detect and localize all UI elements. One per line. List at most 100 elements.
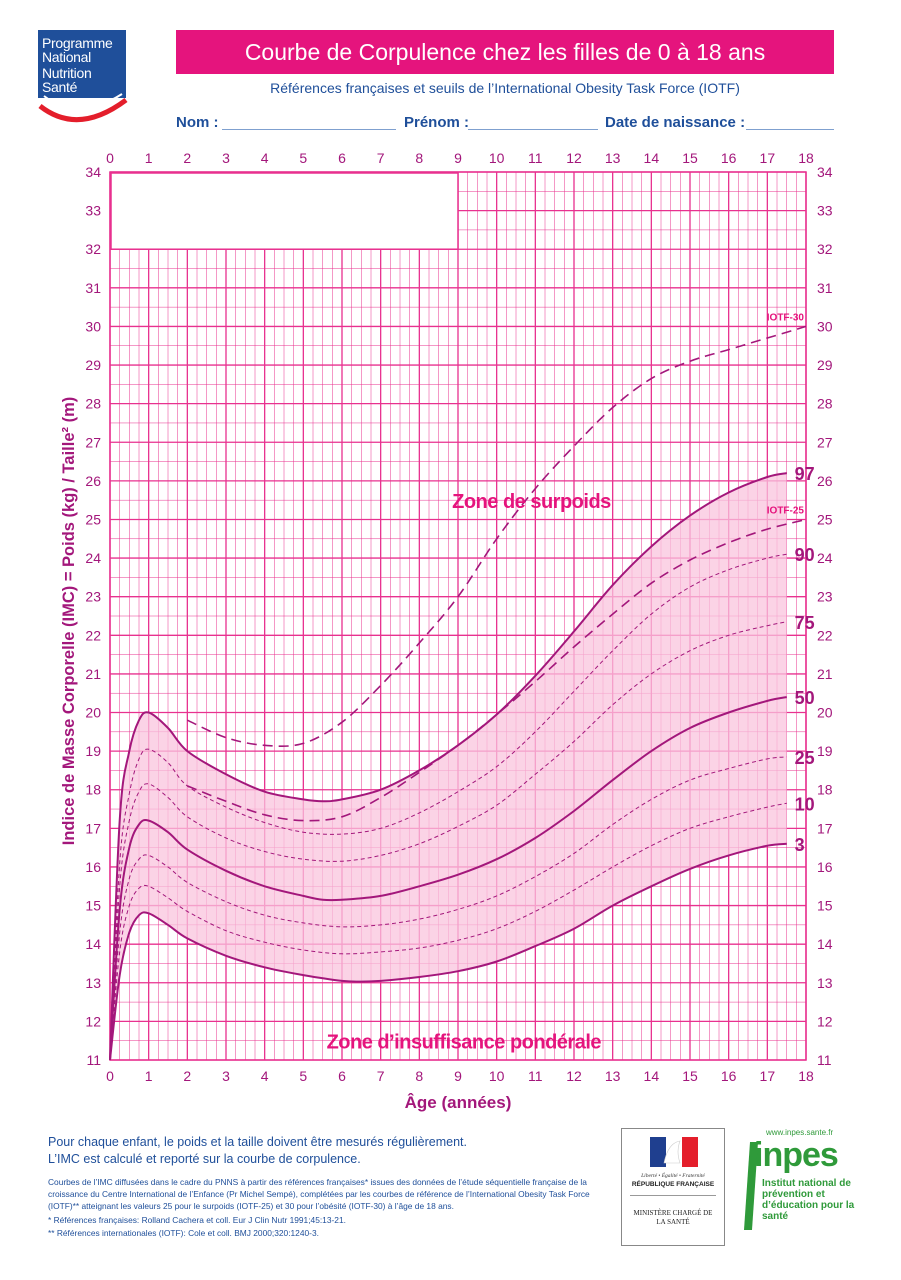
inpes-tagline: Institut national de prévention et d’édu… [762, 1178, 855, 1222]
footer-ref-international: ** Références internationales (IOTF): Co… [48, 1228, 319, 1238]
y-tick-label-left: 28 [85, 396, 101, 412]
x-tick-label-top: 18 [798, 150, 814, 166]
x-tick-label-bottom: 7 [377, 1068, 385, 1084]
x-tick-label-bottom: 12 [566, 1068, 582, 1084]
series-label-90: 90 [795, 545, 815, 565]
x-tick-label-bottom: 8 [415, 1068, 423, 1084]
prenom-field[interactable] [468, 129, 598, 130]
x-tick-label-top: 2 [183, 150, 191, 166]
x-tick-label-top: 11 [528, 150, 543, 166]
nom-field[interactable] [222, 129, 396, 130]
y-tick-label-left: 21 [85, 666, 101, 682]
series-line-97 [109, 472, 787, 1061]
x-tick-label-top: 0 [106, 150, 114, 166]
y-tick-label-right: 24 [817, 550, 833, 566]
series-line-3 [109, 842, 787, 1061]
x-tick-label-top: 13 [605, 150, 621, 166]
footer-line-2: L’IMC est calculé et reporté sur la cour… [48, 1152, 361, 1166]
y-tick-label-right: 23 [817, 589, 833, 605]
y-tick-label-right: 29 [817, 357, 833, 373]
y-tick-label-right: 17 [817, 820, 833, 836]
date-naissance-field[interactable] [746, 129, 834, 130]
inpes-url: www.inpes.sante.fr [766, 1128, 834, 1137]
y-tick-label-right: 11 [817, 1052, 832, 1068]
x-tick-label-bottom: 0 [106, 1068, 114, 1084]
y-tick-label-left: 13 [85, 975, 101, 991]
y-tick-label-left: 11 [86, 1052, 101, 1068]
x-tick-label-bottom: 9 [454, 1068, 462, 1084]
footer-line-1: Pour chaque enfant, le poids et la taill… [48, 1135, 467, 1149]
x-tick-label-bottom: 10 [489, 1068, 505, 1084]
y-tick-label-left: 29 [85, 357, 101, 373]
x-tick-label-bottom: 4 [261, 1068, 269, 1084]
x-tick-label-top: 9 [454, 150, 462, 166]
zone-surpoids-label: Zone de surpoids [452, 491, 611, 513]
y-tick-label-left: 14 [85, 936, 101, 952]
x-tick-label-top: 17 [760, 150, 776, 166]
tick-labels: 0011223344556677889910101111121213131414… [85, 150, 832, 1084]
y-tick-label-right: 15 [817, 898, 833, 914]
y-tick-label-left: 32 [85, 241, 101, 257]
x-tick-label-bottom: 11 [528, 1068, 543, 1084]
x-tick-label-top: 4 [261, 150, 269, 166]
y-tick-label-right: 14 [817, 936, 833, 952]
y-axis-title: Indice de Masse Corporelle (IMC) = Poids… [60, 397, 78, 845]
y-tick-label-left: 31 [85, 280, 101, 296]
x-tick-label-bottom: 6 [338, 1068, 346, 1084]
y-tick-label-left: 23 [85, 589, 101, 605]
y-tick-label-left: 22 [85, 627, 101, 643]
footer-source-note: Courbes de l’IMC diffusées dans le cadre… [48, 1177, 590, 1211]
series-label-iotf-30: IOTF-30 [767, 312, 805, 323]
logo-line: Santé [42, 79, 78, 95]
y-tick-label-left: 20 [85, 705, 101, 721]
x-tick-label-top: 6 [338, 150, 346, 166]
y-tick-label-right: 13 [817, 975, 833, 991]
series-label-3: 3 [795, 835, 805, 855]
x-tick-label-bottom: 15 [682, 1068, 698, 1084]
series-line-10 [109, 802, 787, 1061]
y-tick-label-left: 27 [85, 434, 101, 450]
x-tick-label-bottom: 3 [222, 1068, 230, 1084]
y-tick-label-right: 22 [817, 627, 833, 643]
x-tick-label-top: 14 [644, 150, 660, 166]
y-tick-label-left: 34 [85, 164, 101, 180]
x-tick-label-top: 7 [377, 150, 385, 166]
series-label-50: 50 [795, 688, 815, 708]
x-tick-label-top: 15 [682, 150, 698, 166]
inpes-logo: www.inpes.sante.fr inpes Institut nation… [738, 1128, 858, 1248]
x-tick-label-top: 12 [566, 150, 582, 166]
y-tick-label-left: 12 [85, 1013, 101, 1029]
pnns-swoosh-icon [38, 93, 128, 123]
republique-motto: Liberté • Égalité • Fraternité [641, 1173, 705, 1179]
date-naissance-label: Date de naissance : [605, 114, 746, 131]
republique-divider [630, 1195, 716, 1196]
y-tick-label-right: 18 [817, 782, 833, 798]
zone-insuffisance-label: Zone d’insuffisance pondérale [327, 1031, 602, 1053]
x-tick-label-bottom: 18 [798, 1068, 814, 1084]
x-tick-label-bottom: 2 [183, 1068, 191, 1084]
page-subtitle: Références françaises et seuils de l’Int… [270, 80, 740, 96]
series-label-25: 25 [795, 748, 815, 768]
y-tick-label-right: 34 [817, 164, 833, 180]
series-line-90 [109, 553, 787, 1061]
y-tick-label-right: 12 [817, 1013, 833, 1029]
series-line-50 [109, 696, 787, 1061]
republique-name: RÉPUBLIQUE FRANÇAISE [631, 1181, 715, 1188]
y-tick-label-right: 26 [817, 473, 833, 489]
series-layer [109, 325, 807, 1061]
x-tick-label-bottom: 1 [145, 1068, 153, 1084]
y-tick-label-left: 26 [85, 473, 101, 489]
y-tick-label-left: 24 [85, 550, 101, 566]
y-tick-label-right: 31 [817, 280, 833, 296]
logo-line: Nutrition [42, 65, 92, 81]
x-tick-label-bottom: 5 [299, 1068, 307, 1084]
x-tick-label-bottom: 17 [760, 1068, 776, 1084]
x-tick-label-top: 10 [489, 150, 505, 166]
x-tick-label-bottom: 14 [644, 1068, 660, 1084]
y-tick-label-left: 33 [85, 203, 101, 219]
y-tick-label-left: 16 [85, 859, 101, 875]
pnns-logo-box: Programme National Nutrition Santé [38, 30, 126, 98]
series-labels: 97 90 75 50 25 10 3 IOTF-30 IOTF-25 [767, 312, 815, 854]
y-tick-label-right: 20 [817, 705, 833, 721]
y-tick-label-right: 27 [817, 434, 833, 450]
